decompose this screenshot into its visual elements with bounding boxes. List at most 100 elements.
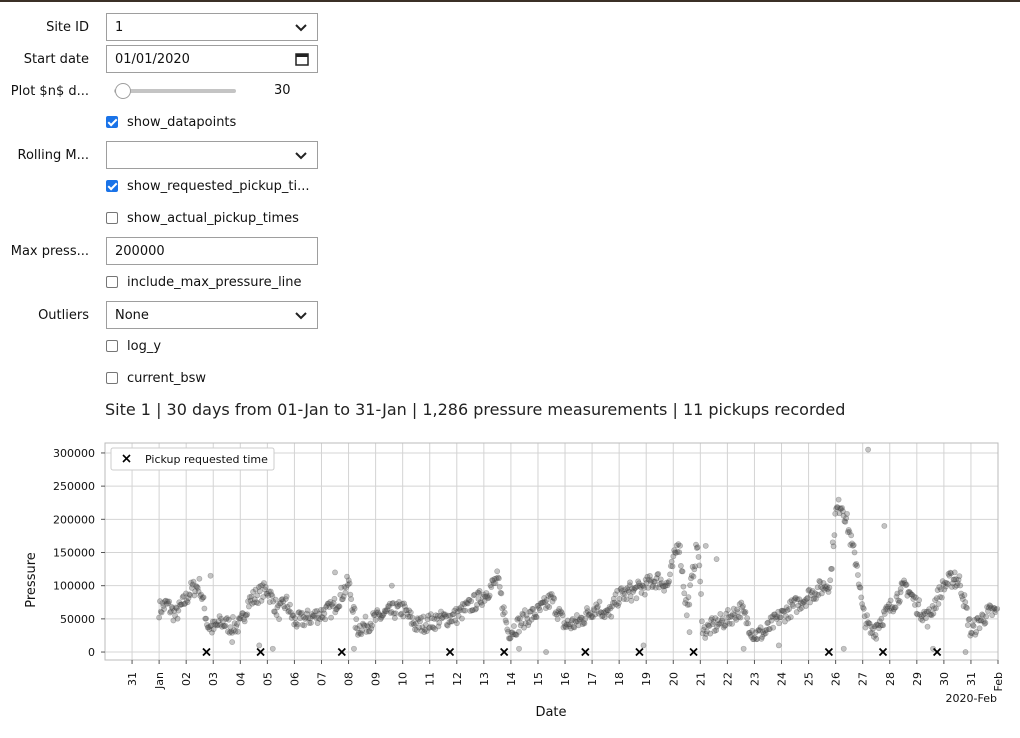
data-point bbox=[598, 609, 605, 616]
data-point bbox=[899, 580, 906, 587]
data-point bbox=[772, 614, 779, 621]
data-point bbox=[891, 604, 898, 611]
data-point bbox=[275, 602, 282, 609]
data-point bbox=[279, 596, 286, 603]
checkbox-unchecked[interactable] bbox=[106, 276, 118, 288]
data-point bbox=[618, 585, 625, 592]
data-point bbox=[381, 607, 388, 614]
data-point bbox=[836, 510, 843, 517]
data-point bbox=[479, 602, 485, 608]
data-point bbox=[584, 608, 591, 615]
checkbox-checked[interactable] bbox=[106, 116, 118, 128]
checkbox-unchecked[interactable] bbox=[106, 212, 118, 224]
data-point bbox=[608, 613, 615, 620]
data-point bbox=[742, 609, 749, 615]
data-point bbox=[860, 605, 867, 612]
data-point bbox=[176, 599, 183, 606]
slider-track[interactable] bbox=[114, 89, 236, 93]
x-tick-label: 13 bbox=[478, 672, 491, 686]
data-point bbox=[228, 628, 235, 635]
max-pressure-input[interactable]: 200000 bbox=[106, 237, 318, 265]
data-point bbox=[540, 599, 547, 606]
data-point bbox=[572, 618, 579, 624]
start-date-input[interactable]: 01/01/2020 bbox=[106, 45, 318, 73]
data-point bbox=[357, 630, 364, 636]
data-point bbox=[786, 606, 793, 612]
data-point bbox=[749, 627, 756, 634]
data-point bbox=[724, 618, 730, 625]
data-point bbox=[274, 604, 281, 611]
show-actual-pickup-checkbox[interactable]: show_actual_pickup_times bbox=[106, 210, 299, 226]
plot-days-slider[interactable] bbox=[106, 81, 236, 101]
data-point bbox=[248, 593, 255, 600]
data-point bbox=[344, 582, 351, 588]
checkbox-unchecked[interactable] bbox=[106, 340, 118, 352]
data-point bbox=[658, 580, 665, 587]
include-max-pressure-line-checkbox[interactable]: include_max_pressure_line bbox=[106, 274, 302, 290]
data-point bbox=[862, 624, 869, 631]
data-point bbox=[837, 505, 844, 512]
data-point bbox=[714, 617, 721, 624]
data-point bbox=[544, 602, 551, 609]
data-point bbox=[390, 600, 397, 606]
data-point bbox=[931, 605, 938, 612]
data-point bbox=[916, 597, 923, 604]
data-point bbox=[242, 611, 249, 618]
data-point bbox=[787, 614, 794, 621]
data-point bbox=[189, 581, 196, 588]
data-point bbox=[374, 607, 381, 613]
data-point bbox=[426, 625, 433, 631]
data-point bbox=[437, 613, 444, 619]
data-point bbox=[752, 629, 759, 636]
data-point bbox=[821, 586, 828, 593]
show-datapoints-checkbox[interactable]: show_datapoints bbox=[106, 114, 236, 130]
x-tick-label: 12 bbox=[451, 672, 464, 686]
data-point bbox=[955, 576, 962, 583]
outliers-select[interactable]: None bbox=[106, 301, 318, 329]
data-point bbox=[321, 610, 328, 617]
data-point bbox=[870, 633, 877, 640]
max-pressure-value: 200000 bbox=[115, 243, 165, 259]
start-date-value: 01/01/2020 bbox=[115, 51, 190, 67]
data-point bbox=[323, 603, 329, 610]
current-bsw-checkbox[interactable]: current_bsw bbox=[106, 370, 206, 386]
data-point bbox=[948, 583, 955, 590]
x-tick-label: Feb bbox=[992, 672, 1005, 691]
checkbox-unchecked[interactable] bbox=[106, 372, 118, 384]
calendar-icon[interactable] bbox=[295, 52, 309, 66]
data-point bbox=[593, 601, 600, 608]
slider-thumb[interactable] bbox=[115, 83, 131, 99]
data-point bbox=[726, 620, 733, 627]
data-point bbox=[723, 610, 730, 617]
data-point bbox=[553, 609, 559, 616]
data-point bbox=[469, 607, 476, 614]
data-point bbox=[787, 599, 793, 605]
log-y-checkbox[interactable]: log_y bbox=[106, 338, 161, 354]
checkbox-checked[interactable] bbox=[106, 180, 118, 192]
data-point bbox=[964, 622, 971, 629]
data-point bbox=[404, 611, 411, 618]
data-point bbox=[754, 636, 761, 642]
data-point bbox=[933, 605, 939, 612]
data-point bbox=[818, 584, 824, 590]
data-point bbox=[453, 605, 459, 612]
pickup-x-stroke bbox=[635, 647, 644, 657]
data-point bbox=[313, 615, 319, 621]
show-requested-pickup-checkbox[interactable]: show_requested_pickup_ti... bbox=[106, 178, 310, 194]
data-point bbox=[490, 577, 496, 584]
data-point bbox=[826, 584, 833, 591]
data-point bbox=[833, 505, 839, 512]
x-tick-label: 16 bbox=[559, 672, 572, 686]
data-point bbox=[459, 615, 465, 622]
data-point bbox=[366, 628, 373, 634]
data-point bbox=[568, 617, 575, 624]
rolling-mean-select[interactable] bbox=[106, 141, 318, 169]
data-point bbox=[737, 614, 744, 621]
data-point bbox=[308, 619, 314, 626]
data-point bbox=[866, 620, 873, 627]
data-point bbox=[464, 600, 470, 606]
site-id-select[interactable]: 1 bbox=[106, 13, 318, 41]
data-point bbox=[599, 613, 605, 620]
data-point bbox=[657, 576, 664, 583]
data-point bbox=[972, 631, 979, 638]
